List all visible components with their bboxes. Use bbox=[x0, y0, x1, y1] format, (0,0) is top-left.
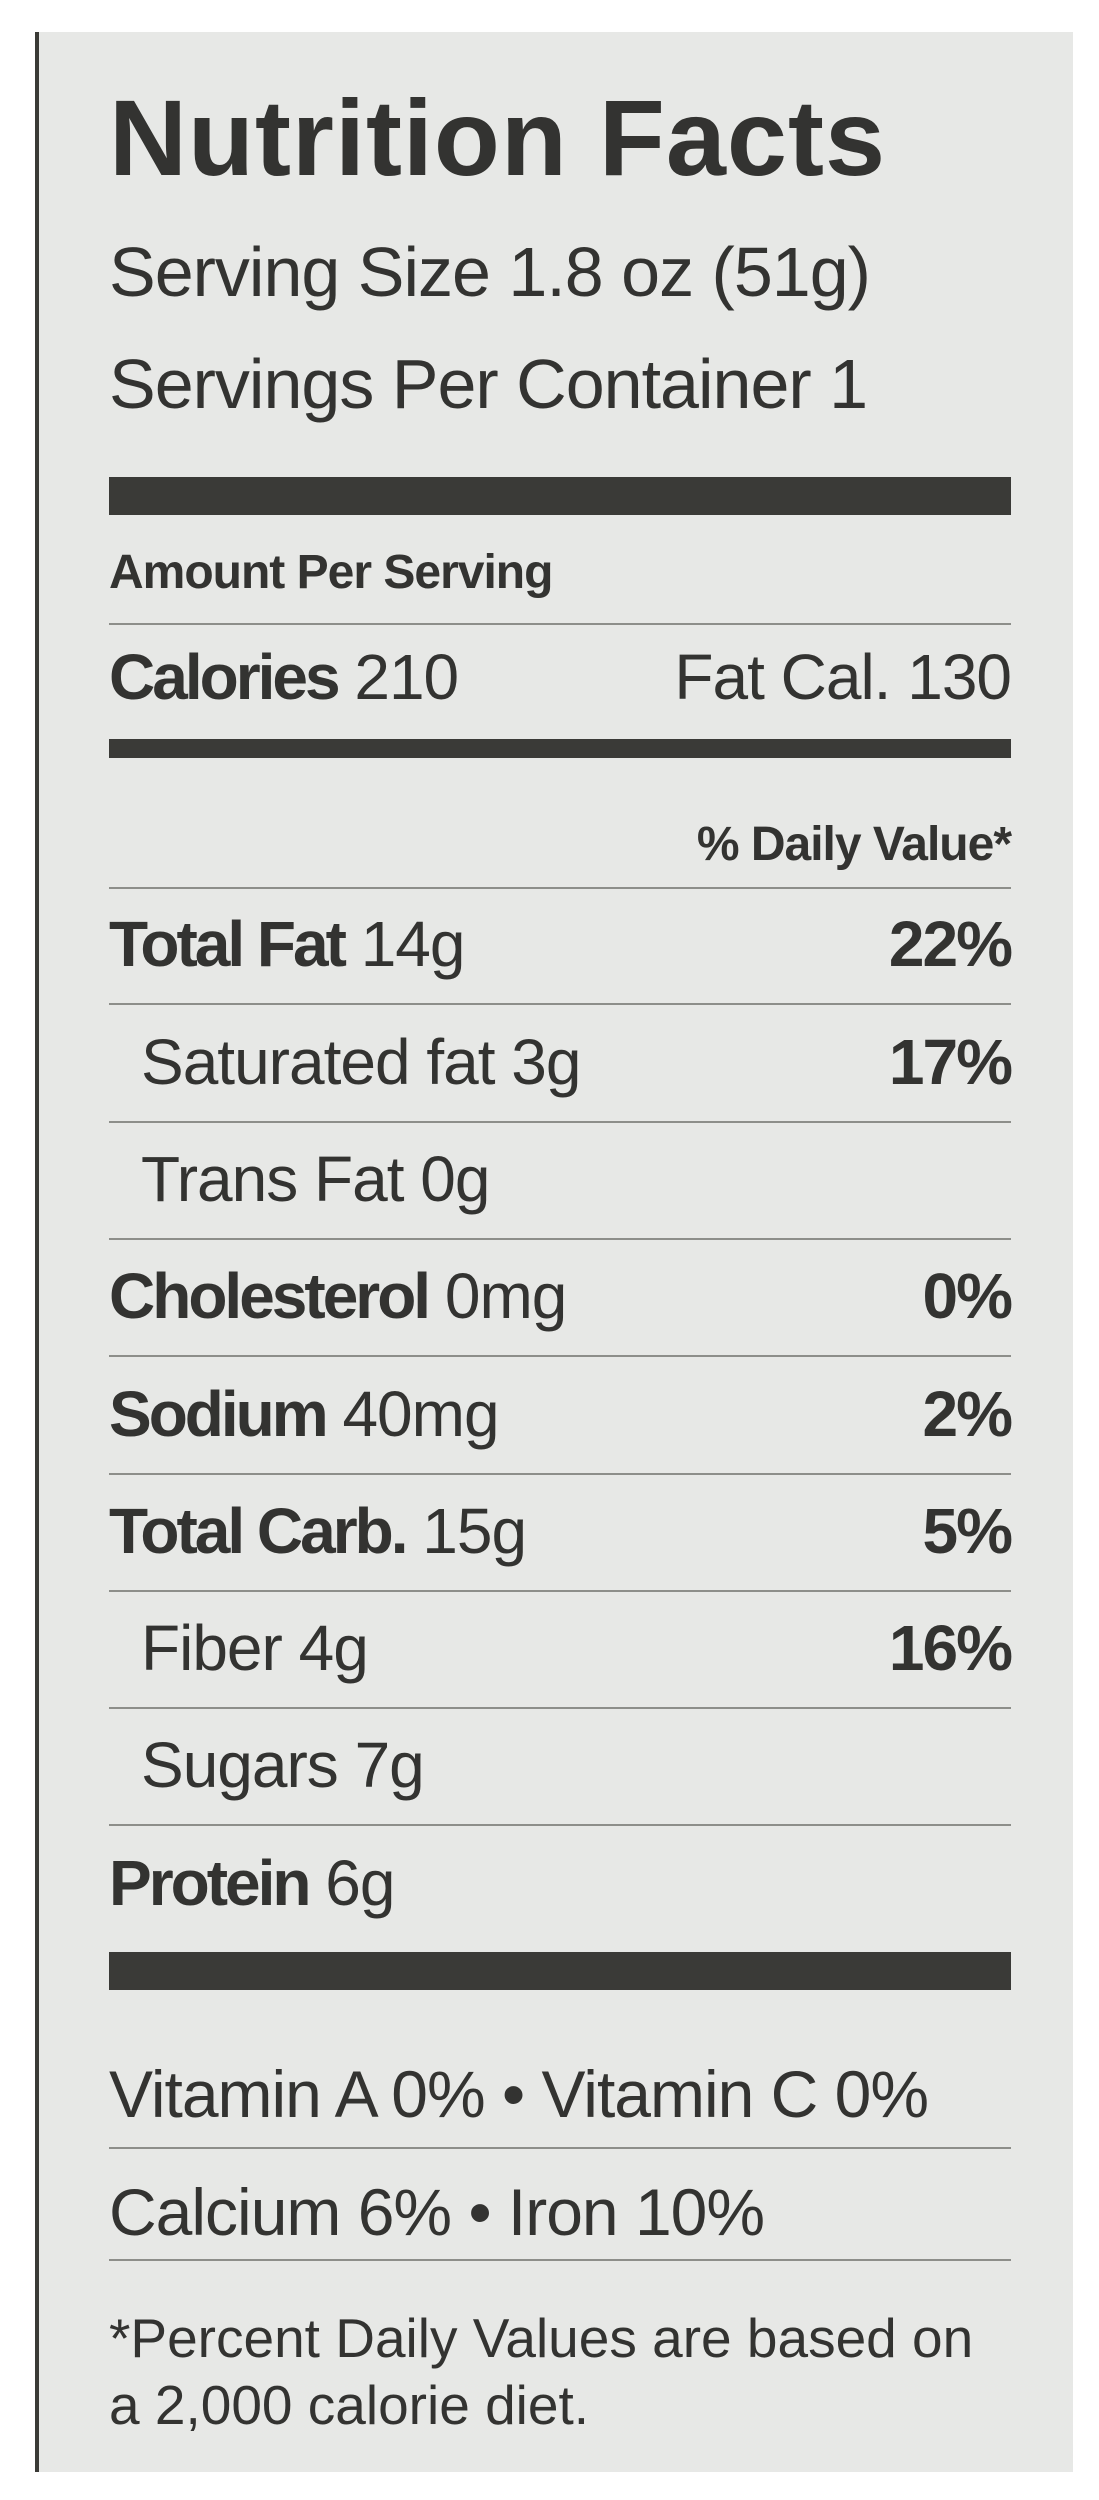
divider bbox=[109, 1121, 1011, 1123]
nutrient-amount: 7g bbox=[354, 1729, 425, 1801]
nutrient-amount: 15g bbox=[422, 1495, 527, 1567]
minerals-line: Calcium 6% • Iron 10% bbox=[109, 2175, 765, 2249]
divider bbox=[109, 887, 1011, 889]
nutrient-row: Saturated fat 3g 17% bbox=[109, 1022, 1013, 1102]
nutrient: Total Fat 14g bbox=[109, 907, 466, 981]
daily-percent: 22% bbox=[888, 908, 1013, 980]
nutrient-name: Protein bbox=[109, 1847, 311, 1919]
calories-row: Calories 210 Fat Cal. 130 bbox=[109, 637, 1012, 717]
nutrient-name: Trans Fat bbox=[141, 1143, 404, 1215]
calories-value: 210 bbox=[354, 641, 459, 713]
divider bbox=[109, 1707, 1011, 1709]
divider bbox=[109, 1003, 1011, 1005]
nutrient-row: Trans Fat 0g bbox=[109, 1139, 1011, 1219]
nutrient-amount: 0mg bbox=[444, 1260, 567, 1332]
nutrient-amount: 3g bbox=[511, 1026, 581, 1098]
nutrient: Fiber 4g bbox=[141, 1611, 369, 1685]
nutrient-row: Cholesterol 0mg 0% bbox=[109, 1256, 1013, 1336]
nutrient-amount: 40mg bbox=[342, 1378, 499, 1450]
daily-value-header: % Daily Value* bbox=[696, 818, 1012, 871]
thick-bar bbox=[109, 1952, 1011, 1990]
amount-per-serving: Amount Per Serving bbox=[109, 546, 553, 599]
daily-percent: 2% bbox=[922, 1378, 1013, 1450]
divider bbox=[109, 1473, 1011, 1475]
nutrient-name: Saturated fat bbox=[141, 1026, 495, 1098]
divider bbox=[109, 1590, 1011, 1592]
nutrient-row: Sodium 40mg 2% bbox=[109, 1374, 1013, 1454]
nutrient: Trans Fat 0g bbox=[141, 1142, 490, 1216]
nutrient-row: Protein 6g bbox=[109, 1843, 1011, 1923]
servings-per-container: Servings Per Container 1 bbox=[109, 345, 868, 423]
vitamins-line: Vitamin A 0% • Vitamin C 0% bbox=[109, 2057, 929, 2131]
divider bbox=[109, 2259, 1011, 2261]
nutrient-row: Sugars 7g bbox=[109, 1725, 1011, 1805]
divider bbox=[109, 1355, 1011, 1357]
medium-bar bbox=[109, 739, 1011, 758]
nutrient-row: Total Carb. 15g 5% bbox=[109, 1491, 1013, 1571]
daily-percent: 5% bbox=[922, 1495, 1013, 1567]
nutrient-name: Total Fat bbox=[109, 908, 347, 980]
calories: Calories 210 bbox=[109, 640, 459, 714]
nutrient: Total Carb. 15g bbox=[109, 1494, 527, 1568]
divider bbox=[109, 2147, 1011, 2149]
serving-size: Serving Size 1.8 oz (51g) bbox=[109, 233, 871, 311]
fat-calories: Fat Cal. 130 bbox=[674, 641, 1012, 713]
thick-bar bbox=[109, 477, 1011, 515]
daily-percent: 17% bbox=[888, 1026, 1013, 1098]
nutrient-amount: 4g bbox=[298, 1612, 369, 1684]
label-panel bbox=[35, 32, 1073, 2472]
nutrient-name: Sodium bbox=[109, 1378, 329, 1450]
footnote: *Percent Daily Values are based on bbox=[109, 2307, 974, 2369]
title: Nutrition Facts bbox=[109, 77, 887, 198]
daily-percent: 0% bbox=[922, 1260, 1013, 1332]
nutrient: Protein 6g bbox=[109, 1846, 395, 1920]
nutrient: Cholesterol 0mg bbox=[109, 1259, 567, 1333]
nutrient-name: Cholesterol bbox=[109, 1260, 431, 1332]
divider bbox=[109, 623, 1011, 625]
nutrient-row: Fiber 4g 16% bbox=[109, 1608, 1013, 1688]
nutrient-amount: 0g bbox=[420, 1143, 490, 1215]
footnote: a 2,000 calorie diet. bbox=[109, 2374, 590, 2436]
nutrient-name: Sugars bbox=[141, 1729, 339, 1801]
divider bbox=[109, 1238, 1011, 1240]
nutrient-name: Fiber bbox=[141, 1612, 283, 1684]
daily-percent: 16% bbox=[888, 1612, 1013, 1684]
divider bbox=[109, 1824, 1011, 1826]
nutrient: Sugars 7g bbox=[141, 1728, 425, 1802]
nutrient-name: Total Carb. bbox=[109, 1495, 408, 1567]
nutrient: Sodium 40mg bbox=[109, 1377, 500, 1451]
nutrient: Saturated fat 3g bbox=[141, 1025, 581, 1099]
nutrient-amount: 6g bbox=[325, 1847, 395, 1919]
calories-label: Calories bbox=[109, 641, 341, 713]
nutrient-row: Total Fat 14g 22% bbox=[109, 904, 1013, 984]
nutrient-amount: 14g bbox=[360, 908, 466, 980]
